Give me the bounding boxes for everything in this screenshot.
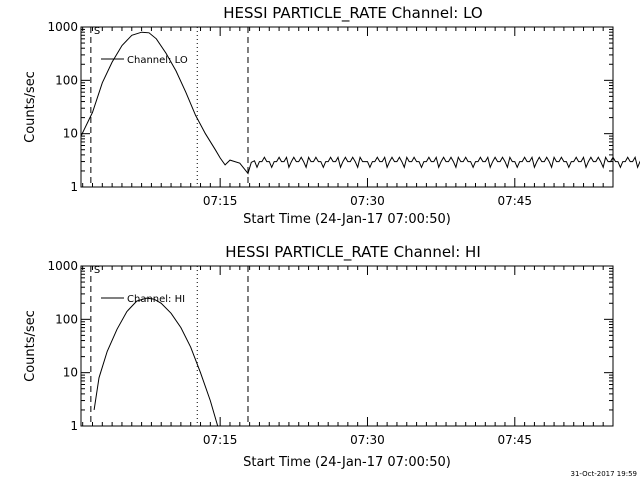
x-tick-label: 07:15 xyxy=(203,433,238,447)
y-tick-label: 100 xyxy=(55,312,78,326)
x-tick-label: 07:45 xyxy=(497,194,532,208)
footer-timestamp: 31-Oct-2017 19:59 xyxy=(571,470,637,478)
y-tick-label: 10 xyxy=(63,366,78,380)
y-axis-label-hi: Counts/sec xyxy=(23,310,38,382)
legend-label-hi: Channel: HI xyxy=(127,294,185,305)
y-tick-label: 1000 xyxy=(47,20,78,34)
chart-title-hi: HESSI PARTICLE_RATE Channel: HI xyxy=(225,243,481,262)
y-axis-label-lo: Counts/sec xyxy=(23,71,38,143)
marker-label-s: S xyxy=(94,26,100,37)
chart-marks-lo: 110100100007:1507:3007:4508:0008:1508:30… xyxy=(47,20,640,208)
plot-frame-lo xyxy=(80,26,614,188)
plot-frame-hi xyxy=(80,265,614,427)
marker-label-s: S xyxy=(94,265,100,276)
y-tick-label: 100 xyxy=(55,73,78,87)
series-line-hi xyxy=(93,297,219,427)
y-tick-label: 1 xyxy=(70,180,78,194)
chart-panel-hi: HESSI PARTICLE_RATE Channel: HI Counts/s… xyxy=(23,243,614,470)
y-tick-label: 1 xyxy=(70,419,78,433)
x-axis-label-lo: Start Time (24-Jan-17 07:00:50) xyxy=(243,212,451,227)
x-tick-label: 07:30 xyxy=(350,433,385,447)
x-tick-label: 07:30 xyxy=(350,194,385,208)
legend-label-lo: Channel: LO xyxy=(127,55,188,66)
chart-title-lo: HESSI PARTICLE_RATE Channel: LO xyxy=(223,4,482,23)
series-line-lo xyxy=(80,31,640,175)
x-axis-label-hi: Start Time (24-Jan-17 07:00:50) xyxy=(243,455,451,470)
chart-panel-lo: HESSI PARTICLE_RATE Channel: LO Counts/s… xyxy=(23,4,640,227)
y-tick-label: 1000 xyxy=(47,259,78,273)
chart-marks-hi: 110100100007:1507:3007:4508:0008:1508:30… xyxy=(47,259,613,447)
y-tick-label: 10 xyxy=(63,127,78,141)
x-tick-label: 07:15 xyxy=(203,194,238,208)
x-tick-label: 07:45 xyxy=(497,433,532,447)
